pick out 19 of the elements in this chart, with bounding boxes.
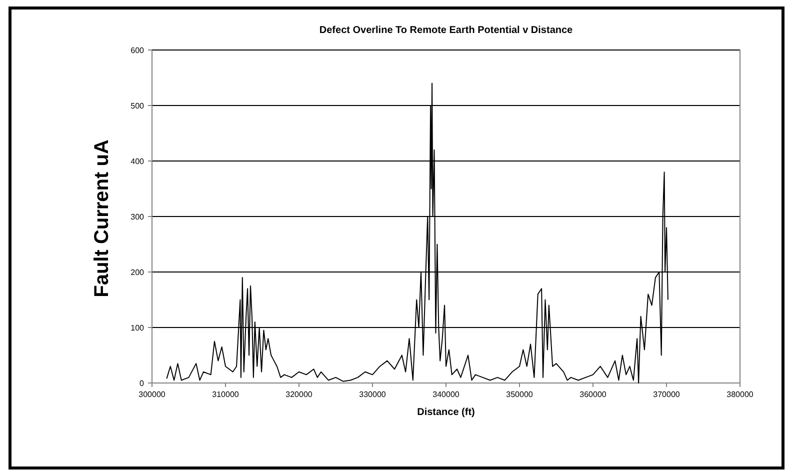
x-tick-label: 370000 [653,390,680,399]
y-tick-label: 500 [130,102,145,110]
x-axis-title: Distance (ft) [417,407,475,418]
x-tick-label: 340000 [432,390,460,399]
x-tick-label: 330000 [359,390,386,399]
chart-title: Defect Overline To Remote Earth Potential v Distance [319,25,574,36]
x-tick-label: 350000 [506,390,534,399]
x-tick-label: 360000 [580,390,607,399]
y-tick-label: 200 [130,268,145,277]
x-tick-label: 380000 [726,390,754,399]
y-tick-label: 100 [130,324,145,332]
y-axis-title: Fault Current uA [91,140,113,298]
y-tick-label: 400 [130,157,145,166]
y-tick-label: 0 [140,379,145,388]
y-tick-label: 300 [130,212,145,222]
x-tick-label: 310000 [212,390,240,399]
y-tick-label: 600 [130,46,145,55]
x-tick-label: 300000 [138,390,166,399]
x-tick-label: 320000 [286,390,313,399]
